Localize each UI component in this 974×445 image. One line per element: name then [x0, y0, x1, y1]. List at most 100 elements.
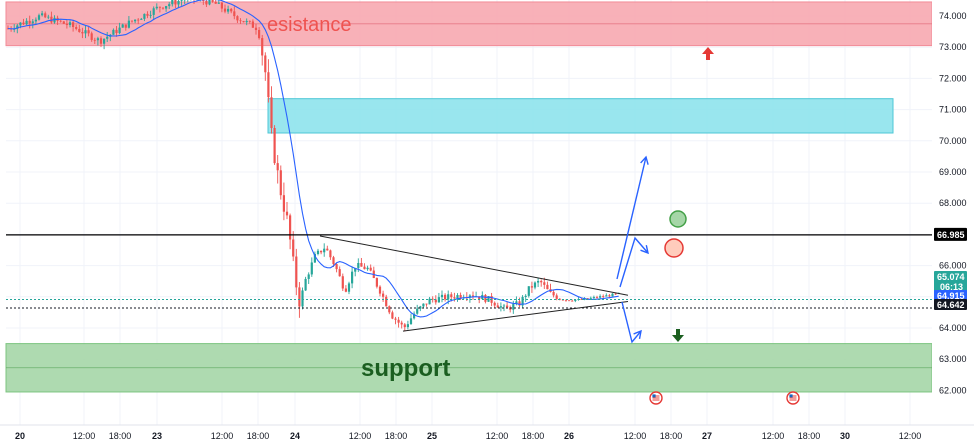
- down-arrow-icon: [672, 329, 684, 342]
- candle-body: [515, 301, 518, 305]
- candle-body: [416, 308, 419, 314]
- chart-drawings: [319, 47, 800, 405]
- candle-body: [580, 299, 583, 300]
- green-signal-circle: [669, 210, 687, 228]
- candle-body: [31, 21, 34, 24]
- candle-body: [555, 295, 558, 299]
- candle-body: [456, 295, 459, 299]
- candle-body: [403, 324, 406, 328]
- candle-body: [385, 296, 388, 307]
- candle-body: [217, 2, 220, 4]
- candle-body: [316, 250, 320, 254]
- price-tag-bg: [934, 290, 967, 301]
- candle-body: [81, 32, 84, 34]
- candle-body: [450, 294, 453, 298]
- candle-body: [444, 294, 447, 300]
- candle-body: [261, 38, 264, 56]
- candle-body: [599, 296, 602, 298]
- candle-body: [413, 313, 416, 319]
- candle-body: [354, 267, 357, 272]
- time-tick-label: 12:00: [899, 431, 922, 441]
- candle-body: [96, 38, 99, 41]
- candle-body: [220, 2, 223, 9]
- candle-body: [103, 38, 106, 44]
- candle-body: [471, 295, 475, 297]
- candle-body: [161, 7, 165, 9]
- candlestick-series: [6, 0, 620, 332]
- candle-body: [496, 305, 499, 308]
- candle-body: [419, 306, 422, 309]
- candle-body: [152, 8, 155, 15]
- candle-body: [267, 72, 270, 98]
- candle-body: [134, 19, 137, 22]
- candle-body: [357, 262, 360, 268]
- time-tick-label: 18:00: [522, 431, 545, 441]
- candle-body: [335, 264, 338, 270]
- candle-body: [130, 20, 134, 22]
- candle-body: [205, 0, 208, 5]
- candle-body: [59, 20, 62, 22]
- candle-body: [586, 298, 589, 299]
- bearish-breakdown-arrow-head: [633, 329, 642, 339]
- price-tick-label: 62.000: [939, 385, 967, 395]
- time-tick-label: 12:00: [624, 431, 647, 441]
- candle-body: [425, 303, 428, 305]
- us-flag-canton: [789, 394, 793, 398]
- candle-body: [214, 1, 217, 4]
- time-tick-label: 30: [840, 431, 850, 441]
- candle-body: [422, 303, 425, 307]
- time-axis[interactable]: 20 12:00 18:00 23 12:00 18:00 24 12:00 18:00 25 12…: [0, 424, 974, 445]
- price-tag: 64.642: [934, 299, 967, 310]
- candle-body: [276, 163, 279, 171]
- time-tick-label: 18:00: [385, 431, 408, 441]
- candle-body: [366, 267, 369, 270]
- price-axis[interactable]: 74.000 73.000 72.000 71.000 70.000 69.000 68.0…: [932, 0, 974, 425]
- candle-body: [236, 16, 239, 21]
- red-signal-circle: [664, 238, 684, 258]
- candle-body: [174, 0, 177, 5]
- candle-body: [87, 30, 90, 34]
- candle-body: [307, 274, 310, 279]
- candle-body: [242, 21, 245, 23]
- time-tick-label: 27: [702, 431, 712, 441]
- time-tick-label: 26: [564, 431, 574, 441]
- candle-body: [360, 262, 363, 267]
- candle-body: [112, 29, 115, 35]
- candle-body: [273, 128, 276, 164]
- target-zone-zone: [267, 98, 894, 134]
- candle-body: [595, 297, 599, 298]
- candle-body: [140, 18, 143, 20]
- candle-body: [22, 22, 25, 25]
- candle-body: [506, 305, 509, 308]
- time-tick-label: 18:00: [247, 431, 270, 441]
- candle-body: [239, 20, 242, 22]
- price-tick-label: 63.000: [939, 354, 967, 364]
- candle-body: [487, 296, 490, 302]
- candle-body: [245, 20, 248, 23]
- candle-body: [68, 22, 72, 25]
- candle-body: [118, 27, 121, 34]
- candle-body: [158, 6, 161, 8]
- candle-body: [180, 0, 183, 1]
- candle-body: [84, 30, 87, 34]
- candle-body: [468, 295, 471, 298]
- candle-body: [301, 290, 304, 307]
- candle-body: [75, 27, 78, 29]
- candle-body: [338, 269, 341, 277]
- candle-body: [447, 294, 450, 300]
- candle-body: [543, 282, 546, 285]
- candle-body: [34, 19, 37, 22]
- candle-body: [382, 293, 385, 297]
- key-level-tag-text: 66.985: [937, 230, 965, 240]
- candle-body: [323, 248, 326, 253]
- key-level-price-tag: 66.985: [934, 227, 967, 241]
- candle-body: [512, 304, 515, 310]
- candle-body: [431, 298, 434, 300]
- candle-body: [248, 20, 251, 22]
- candle-body: [568, 300, 571, 302]
- candle-body: [155, 6, 158, 9]
- candle-body: [453, 297, 456, 299]
- candle-body: [351, 271, 354, 284]
